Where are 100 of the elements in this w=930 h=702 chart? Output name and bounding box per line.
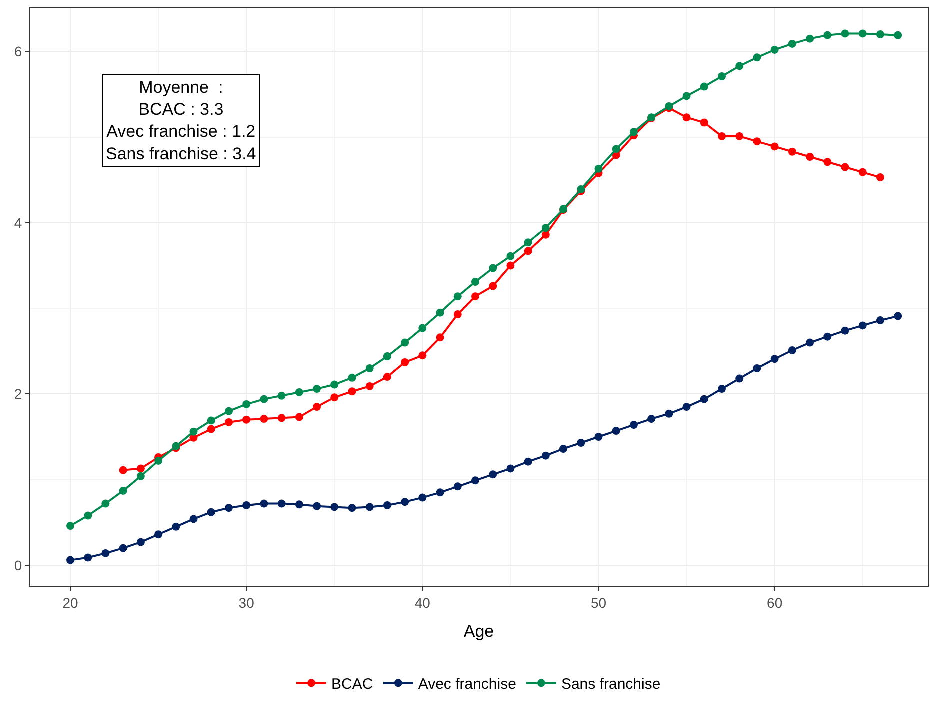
- point: [84, 554, 92, 562]
- point: [330, 503, 339, 512]
- point: [806, 338, 814, 347]
- point: [84, 512, 92, 520]
- point: [313, 403, 322, 412]
- point: [454, 310, 462, 319]
- point: [700, 118, 708, 127]
- point: [736, 62, 744, 70]
- point: [242, 502, 251, 510]
- point: [506, 252, 515, 260]
- y-tick-label: 2: [14, 386, 22, 402]
- point: [806, 153, 814, 161]
- point: [876, 174, 884, 182]
- y-tick-label: 4: [14, 214, 22, 231]
- point: [383, 352, 392, 361]
- point: [560, 444, 568, 453]
- point: [700, 82, 708, 91]
- point: [524, 238, 532, 247]
- legend-label: Sans franchise: [561, 676, 661, 694]
- point: [401, 338, 410, 347]
- point: [876, 316, 884, 325]
- annotation: Moyenne : BCAC : 3.3 Avec franchise : 1.2 Sans franchise : 3.4: [106, 78, 256, 164]
- x-tick-label: 20: [62, 594, 78, 611]
- point: [454, 292, 462, 301]
- point: [278, 392, 286, 400]
- point: [682, 403, 691, 412]
- point: [330, 394, 339, 402]
- point: [736, 374, 744, 383]
- point: [770, 46, 779, 54]
- point: [718, 132, 726, 140]
- point: [524, 458, 532, 466]
- point: [841, 163, 850, 172]
- point: [806, 34, 814, 43]
- point: [700, 395, 708, 404]
- point: [682, 114, 691, 122]
- point: [154, 530, 163, 539]
- point: [207, 416, 216, 425]
- point: [770, 142, 779, 151]
- x-tick-label: 50: [590, 594, 607, 611]
- legend-label: BCAC: [332, 676, 374, 694]
- point: [313, 502, 322, 510]
- point: [348, 388, 356, 396]
- point: [841, 30, 850, 38]
- point: [506, 464, 515, 473]
- point: [207, 508, 216, 516]
- point: [524, 247, 532, 256]
- point: [278, 414, 286, 422]
- point: [824, 332, 832, 341]
- point: [224, 418, 233, 426]
- point: [594, 433, 603, 441]
- point: [154, 456, 163, 465]
- point: [506, 262, 515, 270]
- point: [577, 439, 586, 447]
- point: [489, 470, 498, 479]
- point: [418, 324, 427, 332]
- point: [366, 503, 374, 512]
- point: [489, 264, 498, 272]
- point: [66, 556, 74, 564]
- x-axis-title: Age: [464, 622, 494, 642]
- point: [401, 358, 410, 367]
- point: [858, 30, 867, 38]
- point: [824, 31, 832, 40]
- point: [718, 385, 726, 394]
- point: [136, 472, 145, 480]
- point: [224, 407, 233, 416]
- point: [630, 128, 638, 136]
- x-tick-label: 60: [767, 594, 783, 611]
- point: [736, 132, 744, 140]
- point: [260, 500, 268, 508]
- point: [260, 395, 268, 404]
- point: [242, 416, 251, 424]
- point: [471, 292, 480, 301]
- point: [753, 364, 762, 372]
- point: [260, 415, 268, 424]
- point: [489, 282, 498, 290]
- point: [542, 230, 550, 239]
- x-tick-label: 40: [414, 594, 431, 611]
- point: [682, 92, 691, 100]
- point: [753, 138, 762, 146]
- point: [348, 504, 356, 512]
- point: [366, 364, 374, 372]
- point: [471, 278, 480, 286]
- point: [876, 30, 884, 39]
- point: [648, 415, 656, 424]
- point: [418, 494, 427, 502]
- point: [665, 410, 674, 418]
- point: [894, 31, 902, 40]
- point: [295, 388, 304, 396]
- point: [102, 500, 110, 508]
- x-tick-label: 30: [238, 594, 255, 611]
- point: [119, 544, 128, 552]
- point: [136, 538, 145, 546]
- point: [436, 308, 444, 317]
- point: [471, 476, 480, 485]
- point: [788, 346, 796, 355]
- y-tick-label: 6: [14, 44, 22, 60]
- point: [542, 224, 550, 232]
- point: [612, 145, 620, 154]
- point: [207, 425, 216, 434]
- point: [119, 466, 128, 474]
